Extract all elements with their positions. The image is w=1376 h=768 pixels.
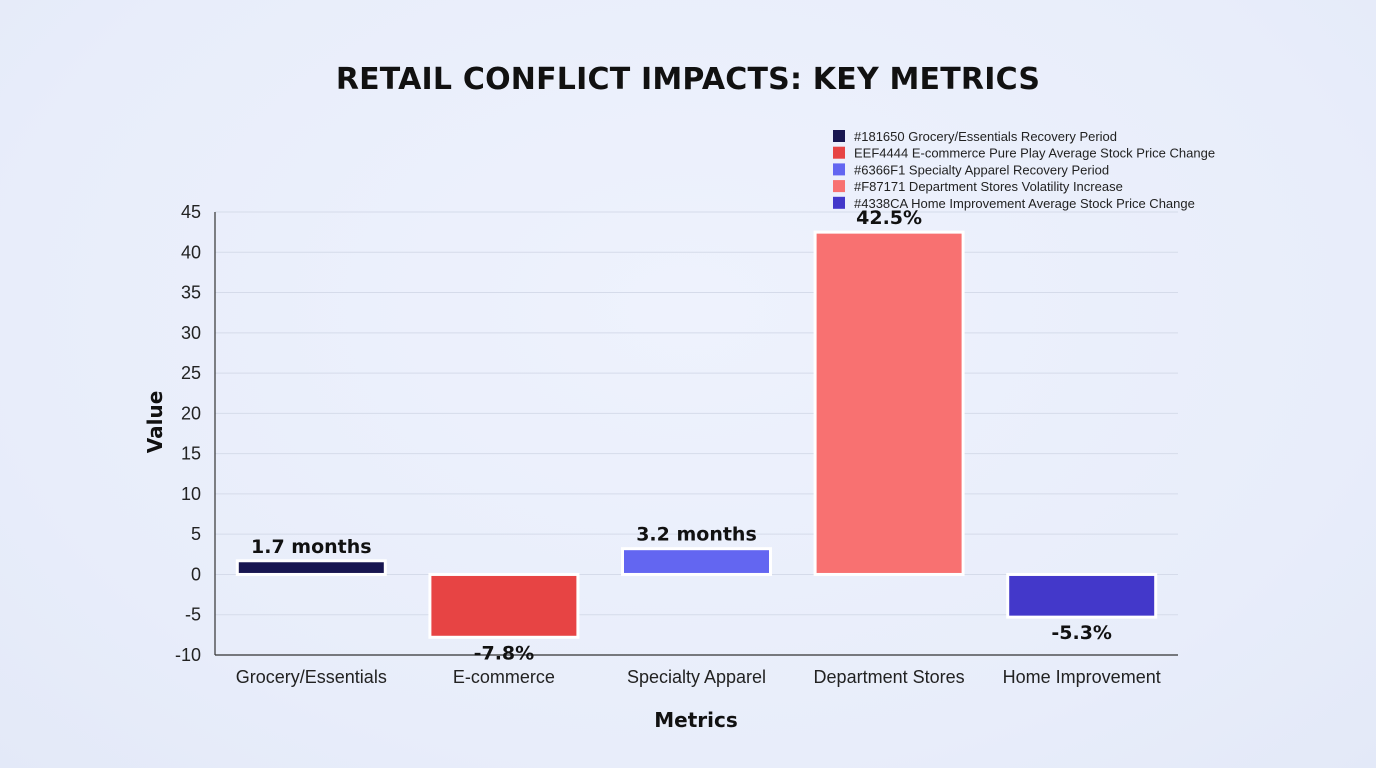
- data-label: -5.3%: [1051, 622, 1112, 644]
- labels-layer: 1.7 months -7.8% 3.2 months 42.5% -5.3%: [251, 207, 1112, 664]
- legend-swatch: [833, 130, 845, 142]
- bar: [1006, 572, 1158, 619]
- legend-label: #181650 Grocery/Essentials Recovery Peri…: [854, 129, 1117, 144]
- bar: [813, 230, 965, 576]
- bar: [428, 572, 580, 639]
- legend-label: #6366F1 Specialty Apparel Recovery Perio…: [854, 162, 1109, 177]
- y-tick-label: 35: [181, 283, 201, 303]
- x-tick-label: Department Stores: [814, 667, 965, 687]
- y-tick-label: 25: [181, 363, 201, 383]
- legend-label: #F87171 Department Stores Volatility Inc…: [854, 179, 1123, 194]
- data-label: 42.5%: [856, 207, 922, 229]
- y-tick-label: 20: [181, 403, 201, 423]
- x-tick-label: Grocery/Essentials: [236, 667, 387, 687]
- bars-layer: [235, 230, 1158, 639]
- x-tick-label: E-commerce: [453, 667, 555, 687]
- data-label: 3.2 months: [636, 524, 757, 546]
- chart-title: RETAIL CONFLICT IMPACTS: KEY METRICS: [335, 62, 1041, 97]
- legend: #181650 Grocery/Essentials Recovery Peri…: [833, 129, 1215, 211]
- y-axis-title: Value: [143, 391, 167, 454]
- data-label: -7.8%: [474, 642, 535, 664]
- y-tick-label: 10: [181, 484, 201, 504]
- legend-swatch: [833, 180, 845, 193]
- y-tick-label: -5: [185, 605, 201, 625]
- legend-swatch: [833, 196, 845, 209]
- x-tick-label: Home Improvement: [1003, 667, 1161, 687]
- axes-layer: 45 40 35 30 25 20 15 10 5 0 -5 -10 Grocery/Essential…: [143, 202, 1178, 732]
- x-tick-label: Specialty Apparel: [627, 667, 766, 687]
- legend-label: EEF4444 E-commerce Pure Play Average Sto…: [854, 146, 1215, 161]
- y-tick-label: 30: [181, 323, 201, 343]
- y-tick-label: 5: [191, 524, 201, 544]
- data-label: 1.7 months: [251, 536, 372, 558]
- x-axis-title: Metrics: [654, 708, 738, 732]
- y-tick-label: 40: [181, 242, 201, 262]
- y-tick-label: 15: [181, 444, 201, 464]
- y-tick-label: 0: [191, 564, 201, 584]
- bar: [235, 559, 387, 576]
- legend-swatch: [833, 146, 845, 159]
- y-tick-label: 45: [181, 202, 201, 222]
- legend-label: #4338CA Home Improvement Average Stock P…: [854, 196, 1195, 211]
- bar: [621, 547, 772, 576]
- y-tick-label: -10: [175, 645, 201, 665]
- legend-swatch: [833, 163, 845, 176]
